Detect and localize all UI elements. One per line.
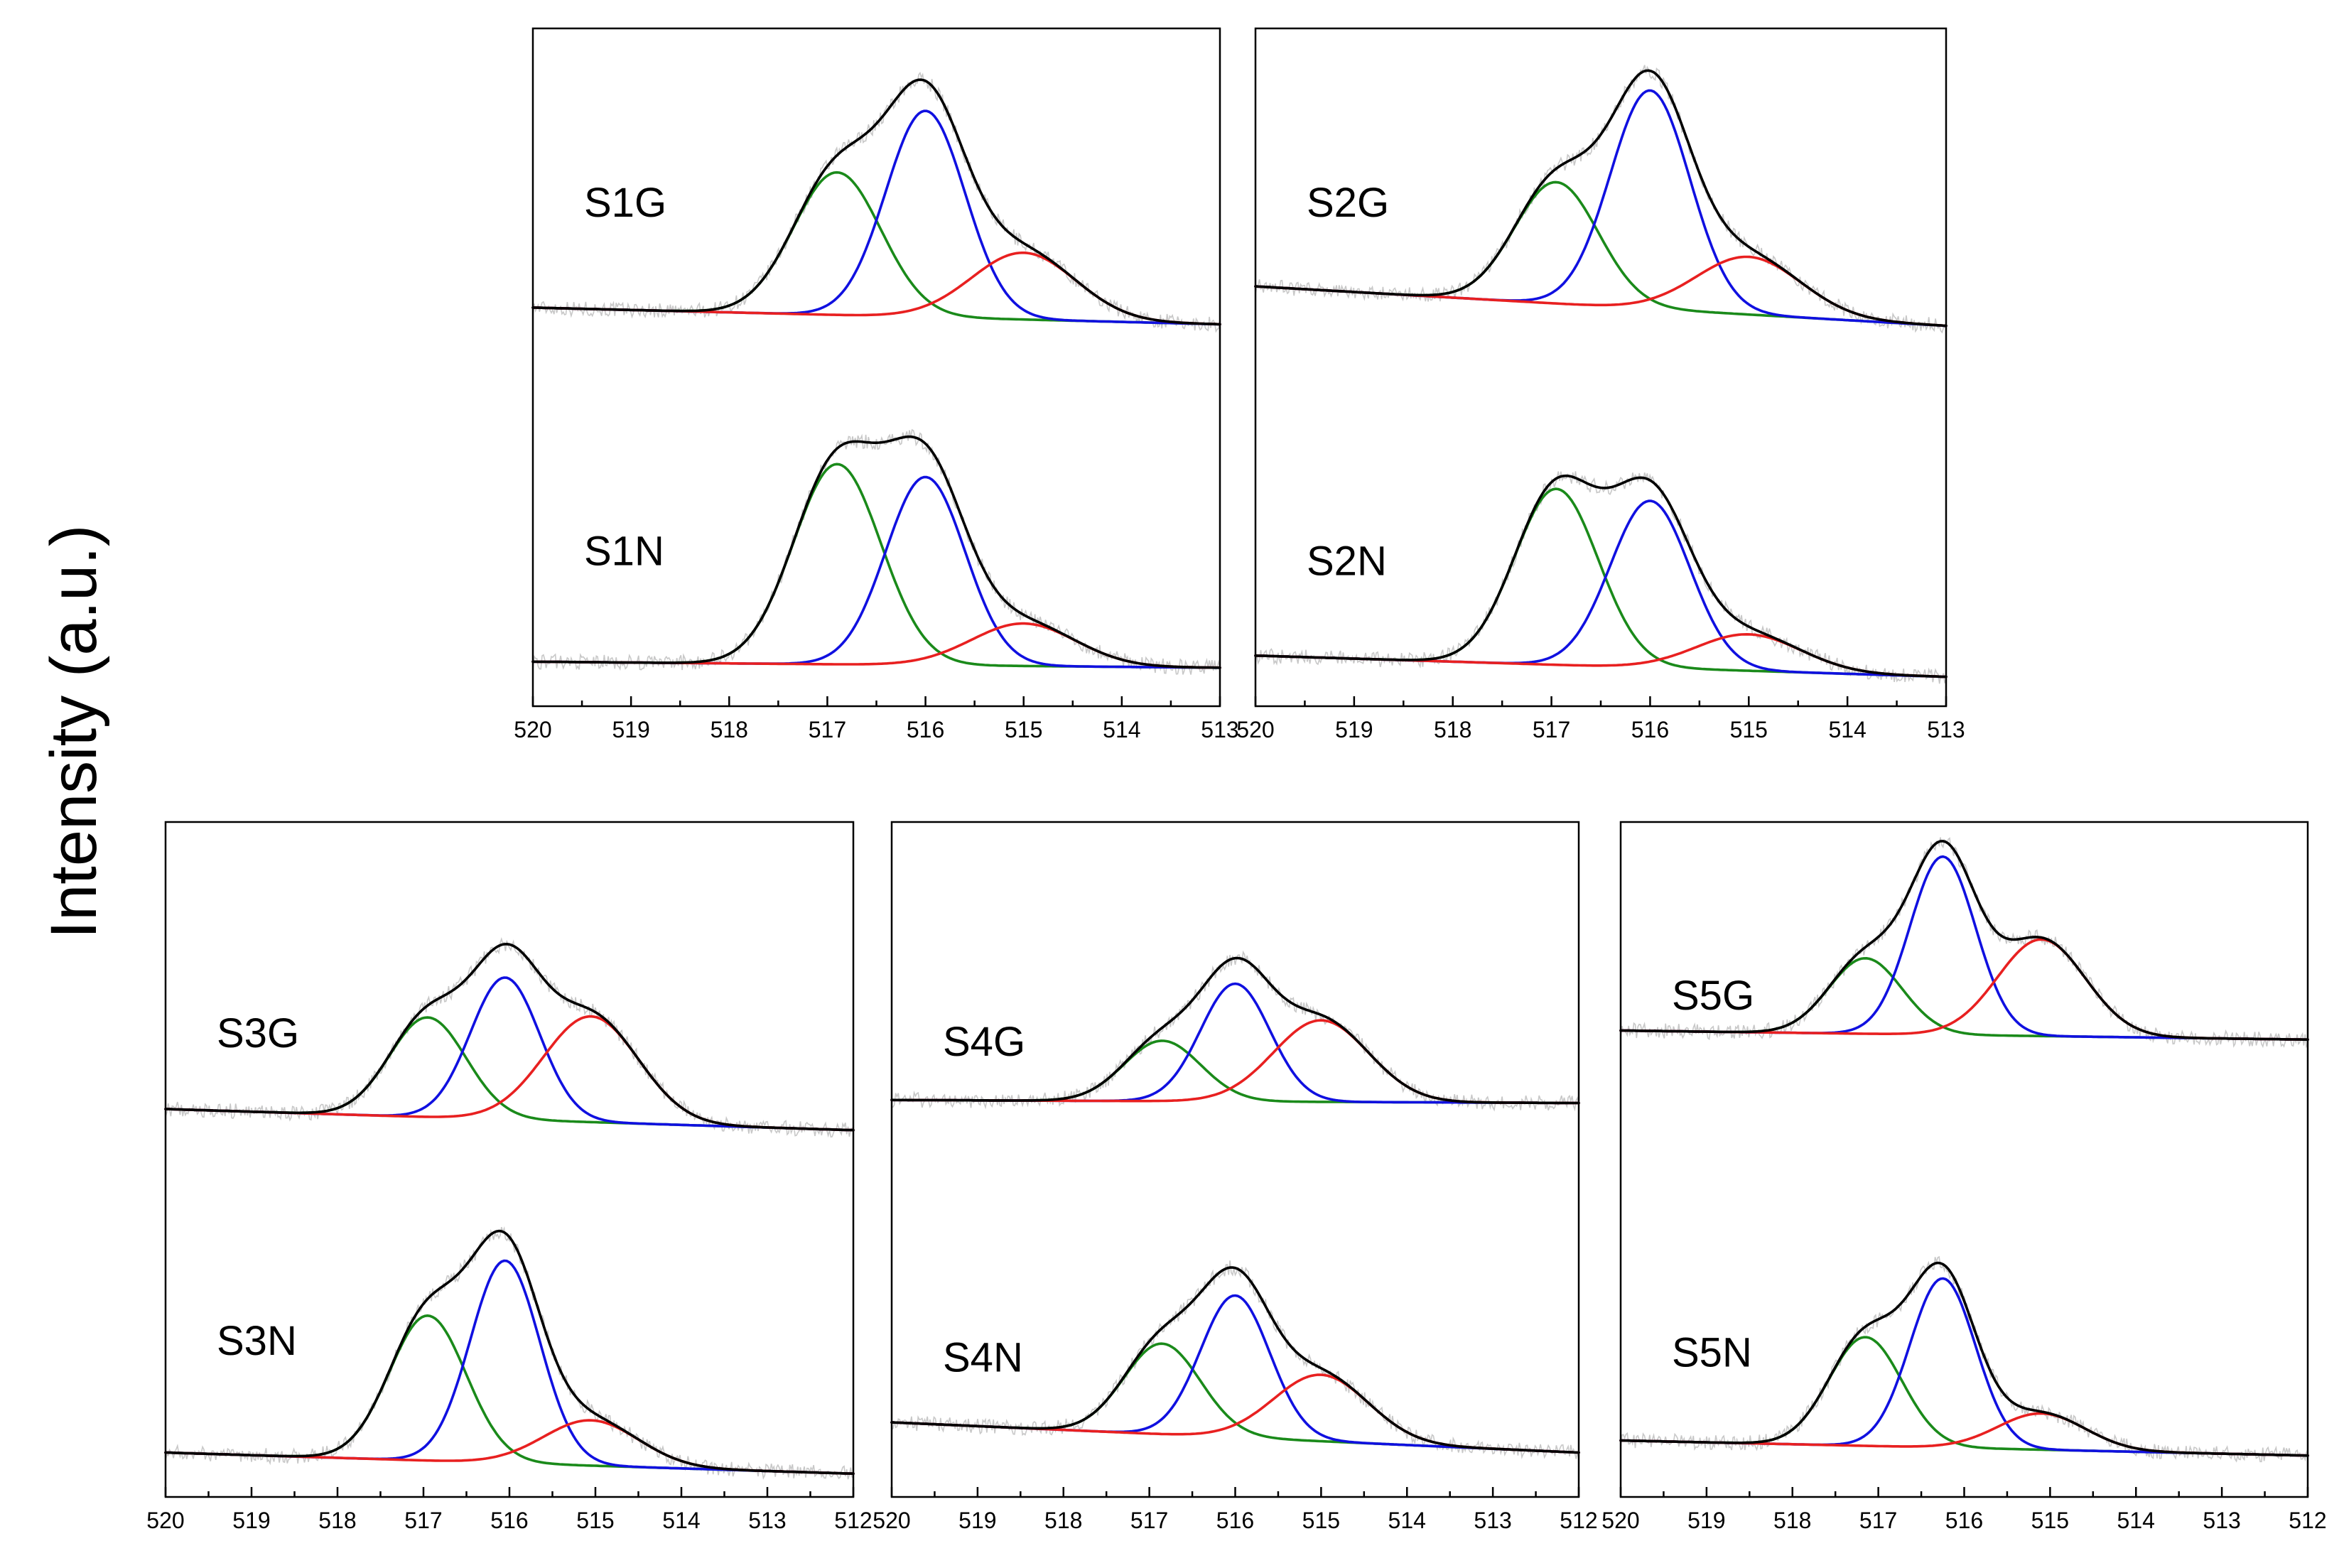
chart-panel-bottom-middle: S4G S4N 520 519 518 517 516 515 514 513 512 (873, 821, 1598, 1533)
x-tick-label: 520 (873, 1508, 910, 1533)
x-tick-label: 512 (834, 1508, 872, 1533)
sample-label: S4G (943, 1019, 1025, 1065)
raw-data-trace (532, 71, 1221, 333)
x-tick-label: 515 (2031, 1508, 2069, 1533)
x-tick-label: 520 (1601, 1508, 1639, 1533)
peak-516-curve (1254, 499, 1948, 678)
x-tick-label: 516 (907, 717, 944, 742)
x-tick-label: 516 (1945, 1508, 1983, 1533)
x-tick-label: 516 (490, 1508, 528, 1533)
x-tick-label: 515 (576, 1508, 614, 1533)
x-tick-label: 518 (318, 1508, 356, 1533)
x-tick-label: 517 (1859, 1508, 1897, 1533)
sample-label: S3N (217, 1318, 297, 1364)
peak-515-curve (890, 1373, 1580, 1454)
envelope-curve (890, 956, 1580, 1105)
peak-515-curve (1619, 1412, 2309, 1457)
x-tick-label: 513 (1474, 1508, 1511, 1533)
x-tick-label: 516 (1631, 717, 1669, 742)
x-tick-label: 519 (1687, 1508, 1725, 1533)
sample-label: S5G (1672, 973, 1754, 1019)
x-tick-label: 512 (1560, 1508, 1597, 1533)
x-tick-label: 518 (1773, 1508, 1811, 1533)
x-tick-label: 515 (1730, 717, 1768, 742)
x-tick-label: 514 (662, 1508, 700, 1533)
raw-data-trace (532, 428, 1221, 675)
envelope-curve (1619, 1261, 2309, 1457)
x-tick-label: 513 (1927, 717, 1965, 742)
x-tick-label: 513 (748, 1508, 786, 1533)
x-tick-label: 513 (1201, 717, 1238, 742)
envelope-curve (890, 1266, 1580, 1454)
envelope-curve (164, 943, 855, 1132)
y-axis-label: Intensity (a.u.) (38, 525, 110, 939)
x-tick-label: 518 (711, 717, 748, 742)
sample-label: S1N (584, 529, 664, 575)
peak-515-curve (531, 252, 1221, 326)
x-tick-label: 515 (1005, 717, 1042, 742)
sample-label: S3G (217, 1010, 299, 1056)
x-tick-label: 519 (1335, 717, 1373, 742)
x-tick-label: 516 (1216, 1508, 1254, 1533)
x-tick-label: 520 (146, 1508, 184, 1533)
sample-label: S2N (1307, 539, 1387, 585)
x-tick-label: 514 (2117, 1508, 2155, 1533)
sample-label: S1G (584, 180, 666, 226)
panel-frame (890, 821, 1580, 1498)
chart-panel-bottom-left: S3G S3N 520 519 518 517 516 515 514 513 512 (146, 821, 873, 1533)
x-tick-label: 519 (612, 717, 649, 742)
panel-frame (164, 821, 855, 1498)
peak-515-curve (531, 622, 1221, 669)
envelope-curve (531, 78, 1221, 326)
x-tick-label: 519 (958, 1508, 996, 1533)
envelope-curve (531, 435, 1221, 669)
chart-panel-top-left: S1G S1N 520 519 518 517 516 515 514 513 (514, 27, 1239, 742)
x-tick-label: 520 (1236, 717, 1274, 742)
panel-frame (531, 27, 1221, 708)
peak-515-curve (1254, 633, 1948, 678)
peak-516-curve (164, 1259, 855, 1476)
raw-data-trace (165, 1226, 854, 1480)
x-tick-label: 520 (514, 717, 551, 742)
x-tick-label: 517 (1533, 717, 1570, 742)
x-tick-label: 518 (1434, 717, 1471, 742)
x-tick-label: 517 (809, 717, 846, 742)
envelope-curve (1619, 840, 2309, 1041)
x-tick-label: 519 (232, 1508, 270, 1533)
sample-label: S5N (1672, 1329, 1752, 1375)
x-tick-label: 513 (2203, 1508, 2240, 1533)
panel-frame (1254, 27, 1948, 708)
chart-panel-top-right: S2G S2N 520 519 518 517 516 515 514 513 (1236, 27, 1965, 742)
x-tick-label: 514 (1828, 717, 1866, 742)
x-tick-label: 518 (1044, 1508, 1082, 1533)
envelope-curve (1254, 69, 1948, 328)
envelope-curve (164, 1229, 855, 1475)
x-tick-label: 514 (1103, 717, 1140, 742)
x-tick-label: 514 (1388, 1508, 1426, 1533)
chart-panel-bottom-right: S5G S5N 520 519 518 517 516 515 514 513 512 (1601, 821, 2327, 1533)
x-tick-label: 515 (1302, 1508, 1340, 1533)
envelope-curve (1254, 474, 1948, 678)
x-tick-label: 512 (2289, 1508, 2326, 1533)
sample-label: S2G (1307, 180, 1389, 226)
x-tick-label: 517 (1130, 1508, 1168, 1533)
x-tick-label: 517 (404, 1508, 442, 1533)
sample-label: S4N (943, 1334, 1023, 1380)
panel-frame (1619, 821, 2309, 1498)
